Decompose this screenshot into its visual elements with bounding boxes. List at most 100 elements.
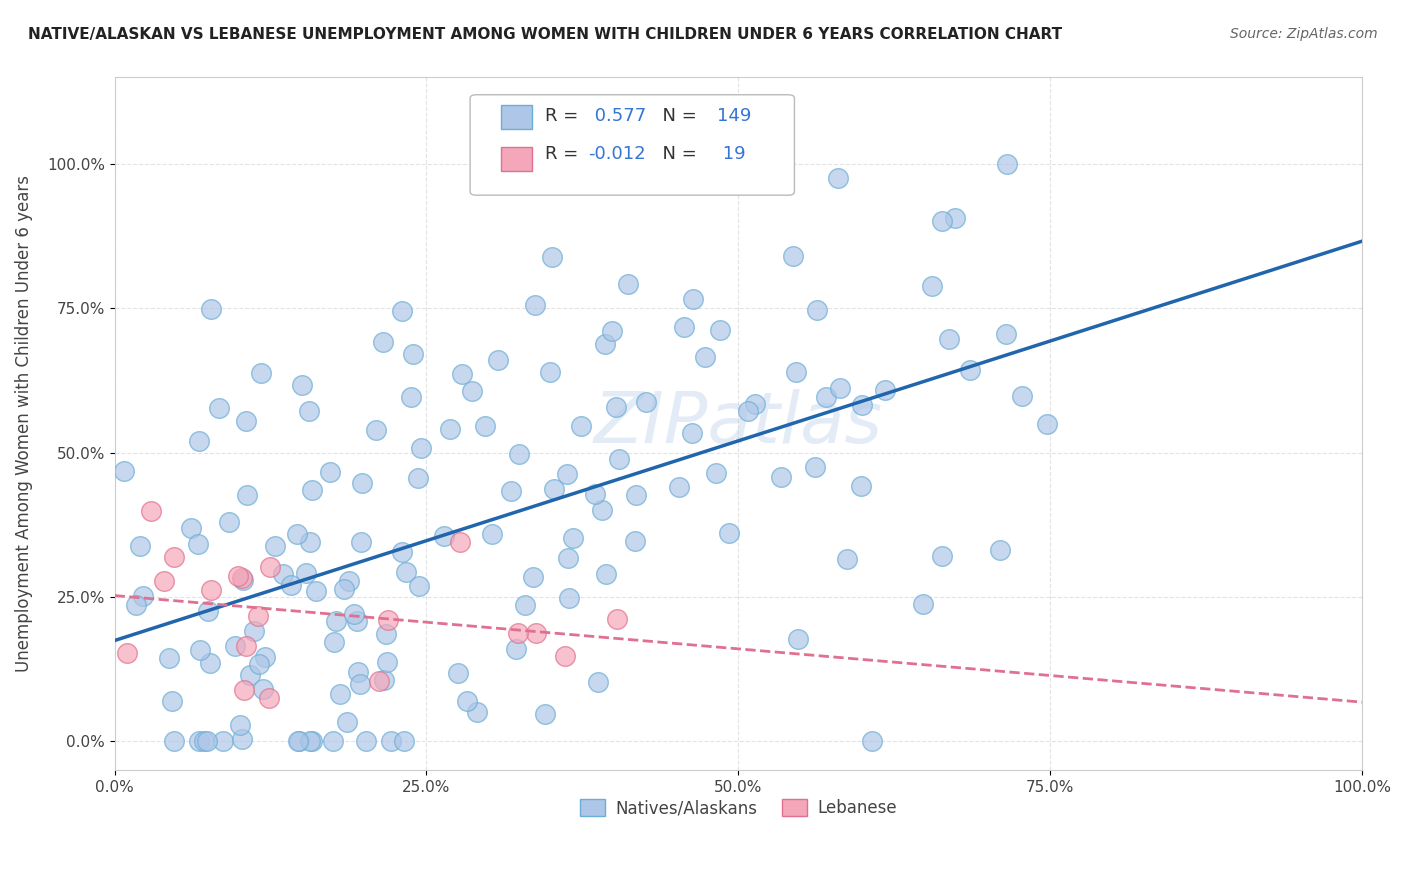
Point (586, 674, 609, 689)
Point (157, 651, 180, 665)
Point (350, 535, 373, 549)
Point (408, 579, 430, 593)
Point (229, 717, 252, 731)
Point (533, 706, 555, 721)
Point (287, 734, 309, 748)
Point (624, 488, 647, 502)
Point (246, 608, 269, 623)
Point (787, 632, 810, 647)
Point (333, 582, 356, 596)
Point (374, 627, 396, 641)
Point (236, 488, 259, 502)
Point (250, 366, 273, 380)
Point (461, 384, 484, 398)
Point (163, 734, 186, 748)
Point (583, 487, 606, 501)
Point (347, 665, 370, 680)
Text: -0.012: -0.012 (589, 145, 647, 162)
Point (607, 452, 630, 467)
Point (218, 516, 240, 530)
Point (522, 570, 544, 584)
Point (242, 624, 264, 639)
Point (481, 527, 503, 541)
Point (304, 584, 326, 599)
Text: ZIPatlas: ZIPatlas (593, 389, 883, 458)
Point (299, 734, 322, 748)
Point (593, 337, 616, 351)
Point (200, 301, 222, 316)
Point (554, 648, 576, 663)
Point (350, 475, 373, 490)
Point (180, 521, 202, 535)
Point (163, 549, 186, 564)
Point (591, 503, 613, 517)
Point (595, 566, 617, 581)
Point (465, 705, 488, 719)
Point (325, 614, 347, 628)
Point (115, 646, 138, 660)
Point (212, 734, 235, 748)
Point (153, 574, 176, 588)
Point (112, 464, 135, 478)
Point (288, 734, 311, 748)
Point (247, 657, 270, 672)
FancyBboxPatch shape (502, 146, 533, 171)
Point (124, 599, 146, 613)
Point (392, 734, 415, 748)
Point (254, 649, 277, 664)
Point (373, 334, 395, 349)
Point (486, 353, 509, 368)
Point (681, 425, 703, 440)
Point (558, 591, 581, 606)
Point (128, 539, 150, 553)
Point (368, 674, 391, 689)
Point (804, 459, 827, 474)
Point (391, 303, 413, 318)
Point (193, 734, 215, 748)
Point (499, 484, 522, 499)
Point (298, 534, 321, 549)
Point (995, 157, 1018, 171)
Point (959, 363, 981, 377)
Point (322, 734, 344, 748)
Point (271, 566, 294, 581)
Point (433, 528, 456, 542)
FancyBboxPatch shape (502, 105, 533, 129)
Point (837, 552, 859, 566)
Point (224, 640, 246, 654)
Point (349, 677, 371, 691)
Point (451, 367, 474, 381)
Point (226, 569, 249, 583)
Point (938, 333, 960, 347)
Text: N =: N = (651, 106, 703, 125)
Point (395, 565, 418, 579)
Text: R =: R = (546, 106, 583, 125)
Point (557, 551, 579, 566)
Point (235, 414, 257, 428)
Point (1011, 389, 1033, 403)
Text: 19: 19 (717, 145, 745, 162)
Point (600, 324, 623, 338)
Point (543, 482, 565, 496)
Point (668, 480, 690, 494)
Point (505, 641, 527, 656)
Point (291, 378, 314, 392)
Point (232, 573, 254, 587)
Point (409, 442, 432, 456)
Point (190, 643, 212, 657)
Point (449, 535, 471, 549)
Point (718, 525, 741, 540)
Point (931, 213, 953, 227)
Point (141, 504, 163, 518)
Point (555, 467, 578, 482)
Point (524, 626, 547, 640)
Point (508, 447, 530, 461)
Point (239, 668, 262, 682)
Point (827, 171, 849, 186)
Point (474, 418, 496, 433)
Point (456, 694, 478, 708)
Point (815, 390, 838, 404)
Point (851, 398, 873, 412)
Point (402, 347, 425, 361)
Point (186, 537, 208, 551)
